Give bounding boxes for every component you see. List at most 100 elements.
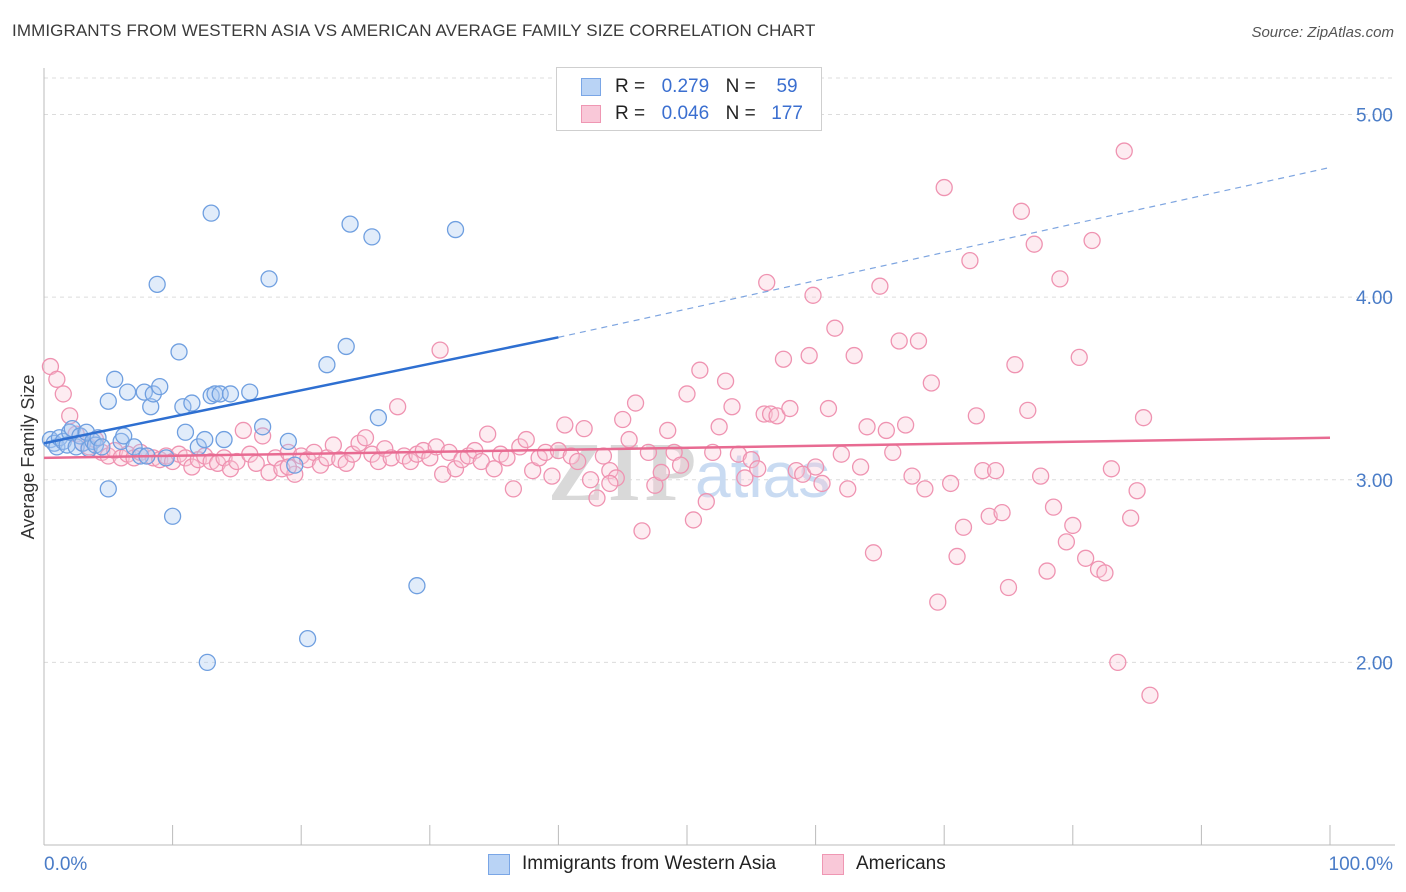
americans-point [896, 416, 915, 434]
y-tick-label: 5.00 [1356, 106, 1393, 127]
americans-point [903, 467, 921, 485]
western-asia-point [176, 423, 195, 441]
americans-point [890, 332, 908, 350]
americans-point [723, 398, 741, 416]
americans-point [929, 593, 947, 611]
western-asia-point [341, 215, 359, 233]
americans-point [909, 332, 928, 350]
western-asia-point [125, 438, 143, 456]
americans-point [1051, 270, 1069, 288]
western-asia-point [363, 228, 381, 246]
americans-point [1032, 467, 1050, 485]
trend-line-americans [43, 436, 1331, 460]
americans-point [1012, 202, 1031, 220]
americans-point [774, 350, 793, 368]
western-asia-point [221, 385, 240, 403]
americans-point [671, 456, 690, 474]
western-asia-point [157, 449, 175, 467]
western-asia-point [298, 629, 317, 648]
bottom-legend-swatch-pink [822, 853, 844, 875]
y-axis-title: Average Family Size [18, 375, 38, 540]
americans-point [421, 449, 439, 467]
chart-title: IMMIGRANTS FROM WESTERN ASIA VS AMERICAN… [12, 21, 816, 40]
americans-point [176, 449, 195, 467]
americans-point [845, 346, 863, 365]
americans-point [877, 421, 895, 440]
americans-point [382, 449, 400, 467]
legend-r-label: R = [615, 76, 646, 97]
americans-point [948, 547, 966, 566]
americans-point [993, 503, 1011, 522]
legend-n-value: 59 [776, 76, 798, 97]
bottom-legend-label-series1: Immigrants from Western Asia [522, 853, 777, 874]
western-asia-point [260, 270, 278, 288]
americans-point [633, 522, 651, 540]
americans-point [485, 460, 503, 478]
americans-point [1134, 409, 1153, 427]
americans-point [781, 399, 799, 418]
americans-point [504, 480, 523, 498]
americans-point [967, 407, 985, 425]
americans-point [144, 449, 162, 467]
americans-point [1115, 142, 1133, 160]
americans-point [736, 469, 754, 487]
americans-point [575, 419, 593, 438]
bottom-legend-series1: Immigrants from Western Asia [488, 852, 776, 876]
western-asia-point [148, 275, 166, 294]
western-asia-point [170, 343, 188, 361]
americans-point [794, 465, 812, 483]
americans-point [1077, 549, 1095, 567]
americans-point [639, 443, 658, 462]
americans-point [858, 418, 876, 436]
americans-point [581, 471, 600, 489]
americans-point [826, 319, 844, 337]
americans-point [742, 451, 760, 469]
americans-point [556, 416, 574, 434]
americans-point [388, 398, 407, 416]
americans-point [498, 449, 516, 467]
americans-point [48, 370, 66, 388]
tick-labels: 2.00 3.00 4.00 5.00 0.0% 100.0% [44, 106, 1393, 875]
series-americans [41, 142, 1159, 704]
western-asia-point [93, 438, 111, 456]
americans-point [691, 361, 709, 379]
western-asia-point [183, 394, 201, 412]
americans-point [1096, 564, 1114, 582]
americans-point [1057, 533, 1076, 551]
americans-point [279, 458, 297, 476]
americans-point [434, 465, 452, 483]
americans-point [768, 407, 786, 425]
americans-point [832, 445, 850, 463]
trend-line-western-asia [43, 336, 559, 445]
legend-n-label: N = [725, 103, 756, 124]
trend-lines [43, 166, 1331, 460]
bottom-legend-label-series2: Americans [856, 853, 946, 874]
western-asia-point [198, 653, 216, 672]
americans-point [1102, 460, 1121, 478]
grid-lines [44, 77, 1395, 663]
americans-point [253, 427, 272, 445]
western-asia-point [163, 507, 182, 525]
americans-point [356, 429, 375, 447]
western-asia-point [151, 377, 169, 396]
americans-point [1083, 231, 1101, 250]
americans-point [758, 273, 776, 292]
series-immigrants-western-asia [41, 204, 465, 672]
americans-point [234, 421, 252, 440]
western-asia-point [318, 356, 336, 374]
western-asia-point [408, 577, 426, 595]
americans-point [479, 425, 497, 443]
americans-point [974, 461, 992, 480]
western-asia-point [241, 383, 259, 401]
x-tick-label-right: 100.0% [1329, 854, 1394, 875]
x-tick-label-left: 0.0% [44, 854, 87, 875]
americans-point [1019, 401, 1037, 420]
americans-point [1109, 653, 1127, 672]
legend-row-blue: R = 0.279 N = 59 [581, 74, 813, 100]
western-asia-point [99, 392, 117, 410]
americans-point [543, 467, 561, 485]
legend-swatch-pink [581, 105, 601, 123]
americans-point [202, 452, 220, 471]
bottom-legend-series2: Americans [822, 852, 946, 876]
americans-point [697, 493, 715, 511]
